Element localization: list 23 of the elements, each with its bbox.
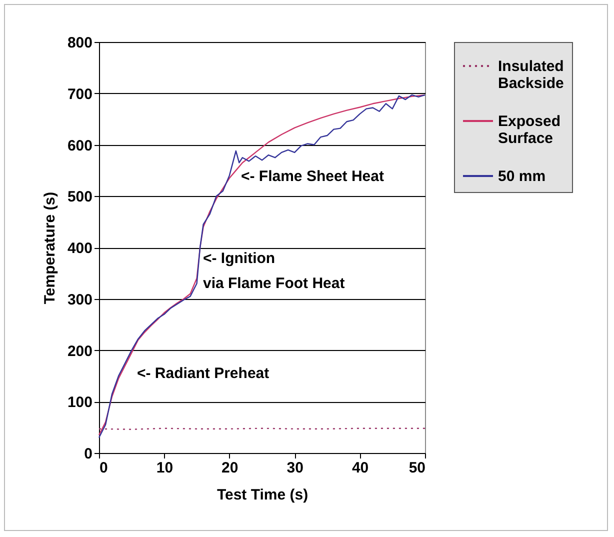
y-tick-label: 500: [67, 188, 92, 206]
y-tick-label: 0: [84, 446, 92, 462]
y-tick-label: 100: [67, 394, 92, 412]
y-tick-label: 400: [67, 240, 92, 257]
annotation: <- Radiant Preheat: [137, 365, 270, 382]
y-tick-label: 700: [67, 86, 92, 103]
y-axis-title: Temperature (s): [41, 192, 58, 304]
annotation: <- Flame Sheet Heat: [241, 168, 384, 185]
legend-label: Insulated Backside: [498, 58, 564, 92]
y-tick-label: 200: [67, 342, 92, 360]
x-tick-label: 30: [286, 460, 304, 476]
x-tick-label: 20: [222, 460, 238, 476]
x-tick-label: 10: [156, 460, 174, 476]
legend-label: 50 mm: [498, 168, 546, 185]
y-tick-label: 600: [67, 137, 92, 154]
y-tick-label: 300: [67, 291, 92, 308]
x-tick-label: 0: [100, 460, 108, 476]
x-tick-label: 50: [408, 460, 426, 476]
x-tick-label: 40: [352, 460, 369, 476]
y-tick-label: 800: [67, 34, 92, 52]
legend-label: Exposed Surface: [498, 113, 561, 147]
annotation: <- Ignition via Flame Foot Heat: [203, 250, 345, 292]
x-axis-title: Test Time (s): [216, 486, 308, 504]
